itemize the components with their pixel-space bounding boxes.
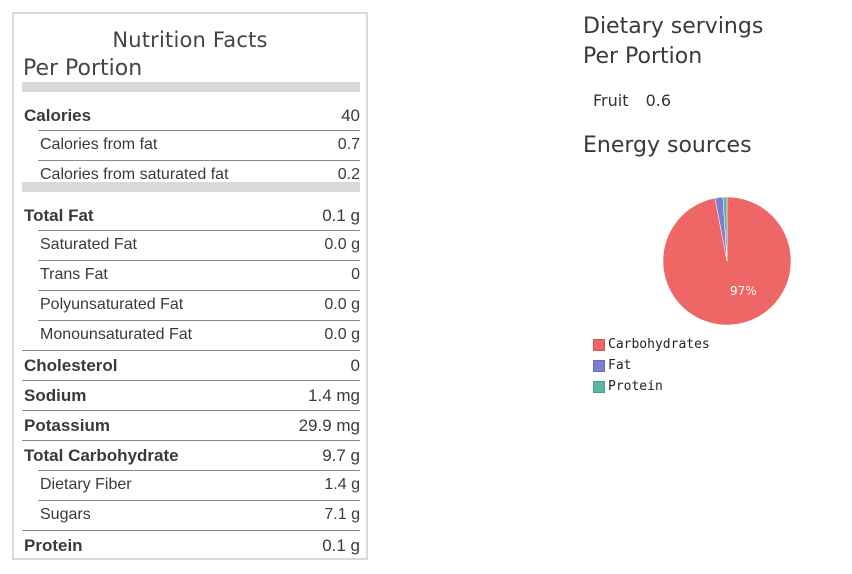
pie-slice-label-carbohydrates: 97%: [730, 284, 757, 298]
dietary-heading-line2: Per Portion: [583, 44, 703, 69]
row-divider: [22, 440, 360, 441]
nutrition-row: Dietary Fiber 1.4 g: [22, 470, 360, 500]
nutrient-label: Sugars: [40, 506, 91, 523]
nutrient-value: 29.9 mg: [298, 416, 360, 435]
dietary-heading: Dietary servings Per Portion: [583, 12, 763, 72]
nutrition-row: Calories from saturated fat 0.2: [22, 160, 360, 190]
nutrient-value: 1.4 mg: [308, 386, 360, 405]
pie-legend: Carbohydrates Fat Protein: [593, 334, 710, 397]
nutrient-value: 40: [341, 106, 360, 125]
nutrient-value: 0.0 g: [324, 236, 360, 253]
row-divider: [22, 350, 360, 351]
nutrient-value: 1.4 g: [324, 476, 360, 493]
nutrient-value: 0.7: [337, 136, 360, 153]
nutrient-value: 0: [350, 356, 360, 375]
nutrition-row: Calories 40: [22, 100, 360, 130]
nutrient-value: 9.7 g: [322, 446, 360, 465]
nutrient-value: 0.0 g: [324, 296, 360, 313]
energy-pie-chart: [660, 194, 794, 328]
row-divider: [38, 500, 360, 501]
row-divider: [22, 530, 360, 531]
nutrient-value: 0: [351, 266, 360, 283]
nutrition-facts-panel: Nutrition Facts Per Portion Calories 40 Ca…: [12, 12, 368, 560]
row-divider: [22, 380, 360, 381]
nutrient-value: 7.1 g: [324, 506, 360, 523]
legend-item-fat: Fat: [593, 355, 710, 376]
nutrient-label: Calories: [24, 106, 92, 125]
nutrition-row: Polyunsaturated Fat 0.0 g: [22, 290, 360, 320]
nutrient-value: 0.0 g: [324, 326, 360, 343]
pie-slice-protein: [722, 196, 728, 262]
pie-svg: [662, 196, 792, 326]
nutrition-row: Monounsaturated Fat 0.0 g: [22, 320, 360, 350]
nutrition-row: Sodium 1.4 mg: [22, 380, 360, 410]
nutrition-subtitle: Per Portion: [23, 56, 143, 81]
row-divider: [38, 320, 360, 321]
nutrient-label: Sodium: [24, 386, 87, 405]
legend-swatch: [593, 359, 605, 372]
nutrient-value: 0.1 g: [322, 536, 360, 555]
fruit-serving: Fruit 0.6: [593, 91, 671, 110]
nutrition-row: Trans Fat 0: [22, 260, 360, 290]
nutrition-row: Saturated Fat 0.0 g: [22, 230, 360, 260]
row-divider: [22, 410, 360, 411]
row-divider: [38, 290, 360, 291]
nutrition-row: Protein 0.1 g: [22, 530, 360, 560]
legend-swatch: [593, 380, 605, 393]
dietary-heading-line1: Dietary servings: [583, 14, 764, 39]
row-divider: [38, 260, 360, 261]
nutrient-label: Saturated Fat: [40, 236, 137, 253]
nutrition-row: Cholesterol 0: [22, 350, 360, 380]
nutrition-divider-bar: [22, 182, 360, 192]
nutrient-label: Monounsaturated Fat: [40, 326, 193, 343]
nutrition-row: Calories from fat 0.7: [22, 130, 360, 160]
legend-swatch: [593, 338, 605, 351]
row-divider: [38, 470, 360, 471]
nutrition-row: Potassium 29.9 mg: [22, 410, 360, 440]
row-divider: [38, 160, 360, 161]
legend-label: Fat: [608, 358, 632, 373]
legend-item-carbohydrates: Carbohydrates: [593, 334, 710, 355]
nutrient-label: Calories from saturated fat: [40, 166, 229, 183]
nutrient-value: 0.2: [337, 166, 360, 183]
nutrition-row: Total Fat 0.1 g: [22, 200, 360, 230]
fruit-value: 0.6: [645, 91, 672, 110]
nutrient-label: Total Carbohydrate: [24, 446, 179, 465]
nutrient-label: Cholesterol: [24, 356, 118, 375]
nutrient-label: Trans Fat: [40, 266, 108, 283]
row-divider: [38, 130, 360, 131]
row-divider: [38, 230, 360, 231]
nutrient-label: Dietary Fiber: [40, 476, 132, 493]
nutrient-value: 0.1 g: [322, 206, 360, 225]
fruit-label: Fruit: [593, 91, 629, 110]
nutrient-label: Protein: [24, 536, 83, 555]
legend-item-protein: Protein: [593, 376, 710, 397]
nutrient-label: Potassium: [24, 416, 110, 435]
nutrition-divider-bar: [22, 82, 360, 92]
legend-label: Carbohydrates: [608, 337, 710, 352]
nutrient-label: Calories from fat: [40, 136, 158, 153]
nutrition-title: Nutrition Facts: [112, 28, 268, 52]
nutrition-row: Total Carbohydrate 9.7 g: [22, 440, 360, 470]
nutrient-label: Polyunsaturated Fat: [40, 296, 184, 313]
nutrient-label: Total Fat: [24, 206, 94, 225]
energy-heading: Energy sources: [583, 133, 752, 158]
nutrition-row: Sugars 7.1 g: [22, 500, 360, 530]
legend-label: Protein: [608, 379, 663, 394]
